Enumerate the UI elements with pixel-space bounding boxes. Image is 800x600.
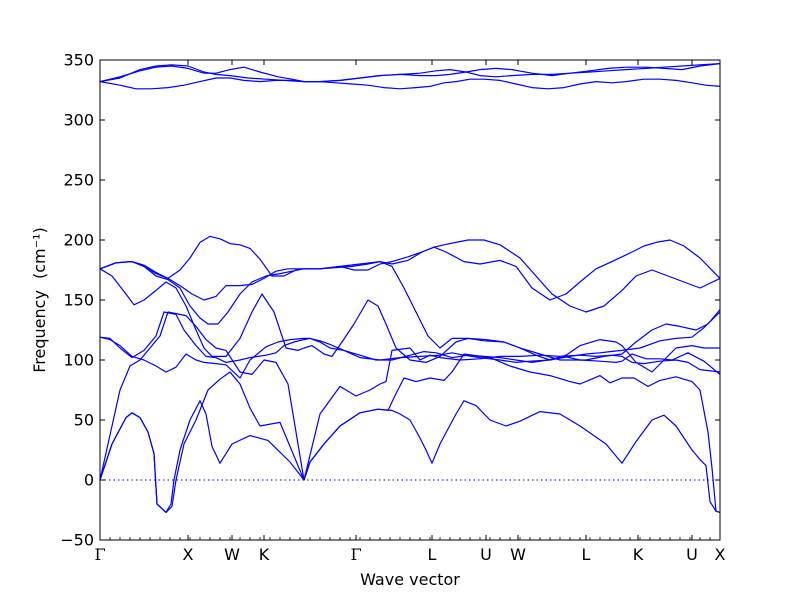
kpoint-label: Γ	[94, 545, 105, 564]
y-axis-label: Frequency (cm⁻¹)	[30, 227, 49, 372]
kpoint-label: X	[183, 545, 194, 564]
band-line-7	[99, 268, 720, 373]
band-line-2	[99, 353, 721, 513]
band-line-11	[99, 63, 721, 83]
y-axis-label-unit: (cm⁻¹)	[30, 227, 49, 279]
kpoint-label: U	[480, 545, 492, 564]
band-line-10	[99, 63, 721, 83]
band-line-8	[99, 235, 721, 313]
band-line-12	[99, 77, 721, 90]
kpoint-label: K	[633, 545, 644, 564]
kpoint-label: W	[510, 545, 526, 564]
y-axis-label-group: Frequency (cm⁻¹)	[30, 227, 49, 372]
kpoint-label: Γ	[350, 545, 361, 564]
x-axis-label: Wave vector	[360, 570, 460, 589]
y-tick-label: 350	[63, 51, 94, 70]
y-tick-label: 200	[63, 231, 94, 250]
y-axis-label-text: Frequency	[30, 290, 49, 373]
y-tick-label: 0	[84, 471, 94, 490]
band-line-6	[99, 261, 721, 361]
band-line-9	[99, 239, 721, 301]
band-line-3	[99, 311, 721, 481]
y-tick-label: −50	[60, 531, 94, 550]
band-line-1	[99, 400, 721, 513]
kpoint-label: K	[259, 545, 270, 564]
y-tick-label: 150	[63, 291, 94, 310]
y-tick-label: 100	[63, 351, 94, 370]
kpoint-label: L	[428, 545, 437, 564]
plot-frame	[99, 59, 721, 541]
y-tick-label: 250	[63, 171, 94, 190]
bands-layer	[99, 63, 721, 513]
y-tick-label: 50	[74, 411, 94, 430]
band-line-5	[99, 336, 721, 379]
kpoint-label: W	[224, 545, 240, 564]
kpoint-label: L	[582, 545, 591, 564]
kpoint-label: U	[686, 545, 698, 564]
y-tick-label: 300	[63, 111, 94, 130]
kpoint-label: X	[715, 545, 726, 564]
